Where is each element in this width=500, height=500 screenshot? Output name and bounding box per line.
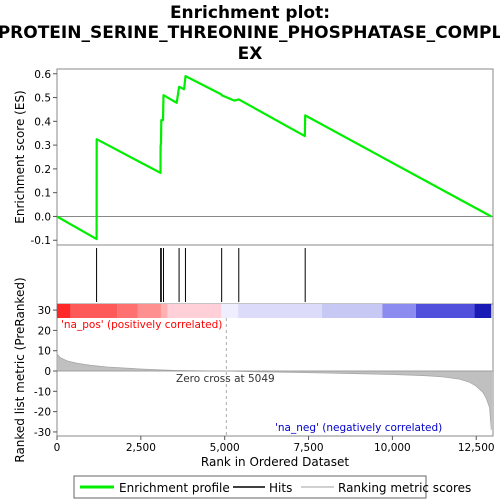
heat-band-segment-11 — [474, 304, 492, 318]
metric-ytick-label-4: -10 — [34, 386, 51, 398]
metric-ytick-label-5: -20 — [34, 407, 51, 419]
title-line-1: Enrichment plot: — [170, 3, 330, 23]
heat-band-segment-3 — [137, 304, 161, 318]
es-y-axis-label: Enrichment score (ES) — [13, 90, 27, 223]
positive-correlation-label: 'na_pos' (positively correlated) — [61, 319, 222, 331]
xtick-label-4: 10,000 — [374, 442, 411, 454]
enrichment-profile-line — [56, 74, 492, 241]
es-ytick-label-0: -0.1 — [31, 235, 52, 247]
enrichment-profile-series — [56, 74, 492, 241]
es-ytick-label-1: 0.0 — [34, 211, 51, 223]
zero-cross-label: Zero cross at 5049 — [176, 373, 275, 385]
legend-label-enrichment-profile: Enrichment profile — [119, 481, 230, 495]
es-ytick-label-5: 0.4 — [34, 116, 51, 128]
title-line-2: PROTEIN_SERINE_THREONINE_PHOSPHATASE_COM… — [0, 23, 500, 43]
heat-band-segment-0 — [57, 304, 71, 318]
metric-y-axis: 30 20 10 0 -10 -20 -30 — [34, 305, 57, 439]
xtick-label-5: 12,500 — [458, 442, 495, 454]
heat-band-segment-10 — [415, 304, 475, 318]
hits-panel-frame — [56, 244, 494, 305]
heat-band-segment-2 — [117, 304, 138, 318]
xtick-label-1: 2,500 — [126, 442, 156, 454]
es-ytick-label-3: 0.2 — [34, 164, 51, 176]
heat-band-segment-4 — [160, 304, 168, 318]
heat-band-segment-9 — [382, 304, 416, 318]
es-ytick-label-7: 0.6 — [34, 69, 51, 81]
metric-ytick-label-6: -30 — [34, 427, 51, 439]
metric-y-axis-label: Ranked list metric (PreRanked) — [13, 277, 27, 462]
metric-ytick-label-1: 20 — [38, 325, 51, 337]
x-axis-label: Rank in Ordered Dataset — [201, 455, 349, 469]
metric-ytick-label-0: 30 — [38, 305, 51, 317]
xtick-label-0: 0 — [54, 442, 61, 454]
es-ytick-label-2: 0.1 — [34, 188, 51, 200]
es-panel-frame — [56, 68, 494, 246]
legend-label-ranking-metric: Ranking metric scores — [338, 481, 471, 495]
title-line-3: EX — [238, 44, 263, 64]
heat-band-segment-1 — [70, 304, 118, 318]
ranking-metric-series — [56, 352, 492, 430]
ranking-metric-area — [56, 352, 493, 430]
xtick-label-2: 5,000 — [210, 442, 240, 454]
heat-band-segment-6 — [221, 304, 239, 318]
negative-correlation-label: 'na_neg' (negatively correlated) — [275, 422, 442, 434]
es-y-axis: -0.1 0.0 0.1 0.2 0.3 0.4 0.5 0.6 — [31, 69, 57, 247]
es-ytick-label-6: 0.5 — [34, 93, 51, 105]
x-axis: 0 2,500 5,000 7,500 10,000 12,500 — [54, 436, 495, 454]
heat-band-segment-8 — [321, 304, 383, 318]
ranked-heat-band — [57, 304, 492, 318]
heat-band-segment-5 — [167, 304, 222, 318]
es-ytick-label-4: 0.3 — [34, 140, 51, 152]
legend-label-hits: Hits — [269, 481, 292, 495]
hit-lines — [96, 248, 306, 302]
heat-band-segment-7 — [238, 304, 322, 318]
xtick-label-3: 7,500 — [294, 442, 324, 454]
chart-title: Enrichment plot: PROTEIN_SERINE_THREONIN… — [0, 3, 500, 64]
metric-ytick-label-3: 0 — [44, 366, 51, 378]
legend: Enrichment profile Hits Ranking metric s… — [73, 475, 471, 499]
metric-ytick-label-2: 10 — [38, 346, 51, 358]
